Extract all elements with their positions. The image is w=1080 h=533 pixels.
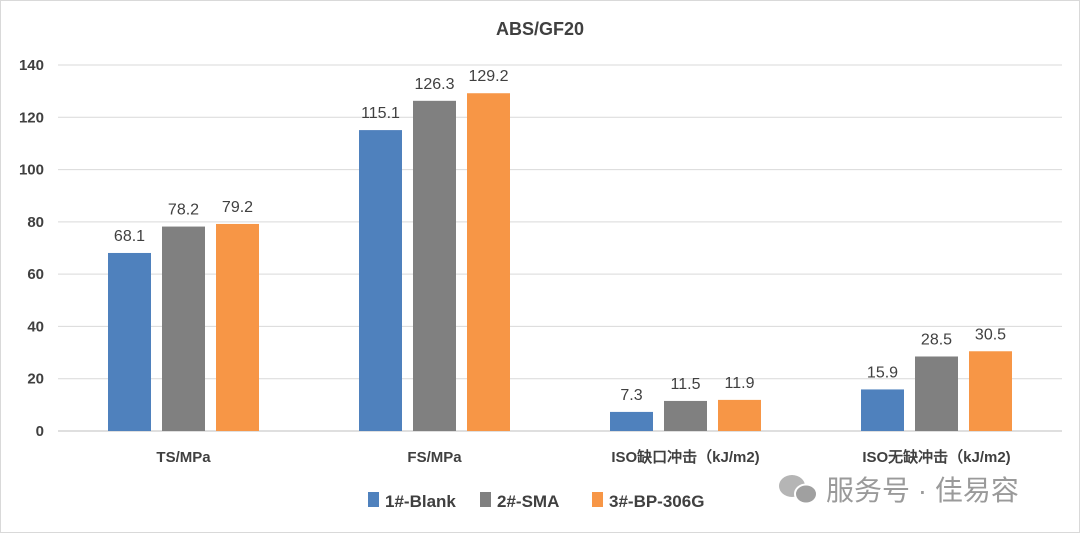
watermark-text: 服务号 · 佳易容 bbox=[826, 475, 1019, 506]
bar-2#-SMA bbox=[413, 100, 456, 432]
bar-3#-BP-306G bbox=[216, 223, 259, 431]
data-label: 11.5 bbox=[671, 376, 701, 393]
legend-swatch bbox=[480, 492, 491, 507]
y-axis-ticks: 0 20 40 60 80 100 120 140 bbox=[19, 57, 44, 440]
y-tick-label: 60 bbox=[27, 266, 44, 283]
bar-2#-SMA bbox=[664, 400, 707, 431]
bar-1#-Blank bbox=[359, 130, 402, 432]
y-tick-label: 20 bbox=[27, 371, 44, 388]
data-label: 28.5 bbox=[921, 331, 952, 348]
bar-1#-Blank bbox=[861, 389, 904, 431]
data-label: 15.9 bbox=[867, 364, 898, 381]
legend-swatch bbox=[592, 492, 603, 507]
data-labels: 68.1 78.2 79.2 115.1 126.3 129.2 7.3 11.5 11.9 15… bbox=[114, 68, 1006, 404]
x-category-label: TS/MPa bbox=[156, 449, 211, 466]
y-tick-label: 0 bbox=[36, 423, 44, 440]
x-category-label: FS/MPa bbox=[407, 449, 462, 466]
bar-3#-BP-306G bbox=[467, 93, 510, 431]
bar-1#-Blank bbox=[108, 252, 151, 431]
x-axis-labels: TS/MPa FS/MPa ISO缺口冲击（kJ/m2) ISO无缺冲击（kJ/m2) bbox=[156, 448, 1010, 466]
bar-1#-Blank bbox=[610, 411, 653, 431]
gridlines bbox=[58, 64, 1062, 432]
x-category-label: ISO缺口冲击（kJ/m2) bbox=[611, 448, 759, 466]
legend-label: 3#-BP-306G bbox=[609, 492, 704, 511]
data-label: 7.3 bbox=[620, 387, 642, 404]
data-label: 126.3 bbox=[414, 76, 454, 93]
legend-swatch bbox=[368, 492, 379, 507]
data-label: 11.9 bbox=[725, 375, 755, 392]
legend-label: 2#-SMA bbox=[497, 492, 559, 511]
y-tick-label: 100 bbox=[19, 162, 44, 179]
bar-2#-SMA bbox=[915, 356, 958, 431]
bar-3#-BP-306G bbox=[718, 399, 761, 431]
y-tick-label: 80 bbox=[27, 214, 44, 231]
y-tick-label: 120 bbox=[19, 109, 44, 126]
y-tick-label: 140 bbox=[19, 57, 44, 74]
data-label: 129.2 bbox=[468, 68, 508, 85]
data-label: 115.1 bbox=[361, 105, 400, 122]
legend: 1#-Blank 2#-SMA 3#-BP-306G bbox=[368, 492, 704, 511]
data-label: 79.2 bbox=[222, 199, 253, 216]
bars bbox=[108, 93, 1012, 432]
watermark: 服务号 · 佳易容 bbox=[779, 475, 1019, 506]
chart-title: ABS/GF20 bbox=[496, 19, 584, 39]
wechat-icon bbox=[779, 475, 818, 505]
x-category-label: ISO无缺冲击（kJ/m2) bbox=[862, 448, 1010, 466]
bar-2#-SMA bbox=[162, 226, 205, 431]
legend-label: 1#-Blank bbox=[385, 492, 456, 511]
data-label: 68.1 bbox=[114, 228, 145, 245]
data-label: 30.5 bbox=[975, 326, 1006, 343]
y-tick-label: 40 bbox=[27, 318, 44, 335]
data-label: 78.2 bbox=[168, 202, 199, 219]
bar-3#-BP-306G bbox=[969, 351, 1012, 431]
